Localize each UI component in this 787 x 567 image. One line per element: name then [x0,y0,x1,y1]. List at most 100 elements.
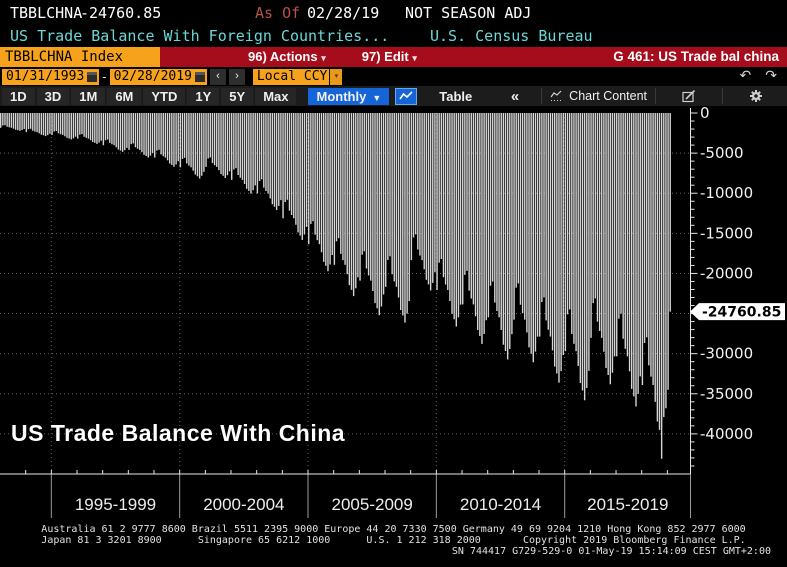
trade-bar [624,113,626,349]
trade-bar [568,113,571,310]
chart-content-button[interactable]: Chart Content [550,89,647,103]
trade-bar [143,113,145,155]
y-axis-label: -5000 [700,144,744,162]
end-date-field[interactable]: 02/28/2019 [109,68,207,85]
calendar-icon[interactable] [194,71,205,82]
trade-bar [59,113,62,135]
trade-bar [295,113,297,225]
calendar-icon[interactable] [87,71,98,82]
period-back-button[interactable]: ‹ [209,68,226,85]
trade-bar [470,113,472,299]
currency-select[interactable]: Local CCY [252,68,330,85]
trade-bar [436,113,438,291]
trade-bar [496,113,498,312]
trade-bar [590,113,592,338]
trade-bar [288,113,291,211]
trade-bar [419,113,421,256]
security-field[interactable]: TBBLCHNA Index [0,47,160,67]
range-button-ytd[interactable]: YTD [143,87,186,105]
trade-bar [468,113,470,291]
trade-bar [517,113,520,284]
trade-bar [464,113,466,275]
trade-bar [62,113,64,135]
period-forward-button[interactable]: › [228,68,245,85]
trade-bar [186,113,188,164]
trade-bar [355,113,357,289]
trade-bar [340,113,342,254]
chart-title: US Trade Balance With China [11,420,346,446]
range-button-max[interactable]: Max [255,87,297,105]
trade-bar [179,113,182,168]
actions-menu-button[interactable]: 96) Actions ▾ [248,49,326,64]
trade-bar [248,113,250,191]
toolbar-separator [541,88,543,104]
trade-bar [55,113,58,132]
trade-bar [380,113,383,307]
trade-bar [175,113,177,165]
range-button-3d[interactable]: 3D [36,87,70,105]
trade-bar [224,113,226,178]
range-button-1y[interactable]: 1Y [187,87,220,105]
trade-bar [528,113,530,348]
range-button-5y[interactable]: 5Y [221,87,254,105]
trade-bar [406,113,408,314]
toolbar-separator [722,88,723,104]
annotate-edit-icon[interactable] [664,89,714,103]
trade-bar [643,113,646,343]
trade-bar [564,113,567,352]
trade-bar [297,113,299,233]
trade-bar [168,113,171,164]
trade-bar [504,113,507,352]
trade-bar [331,113,333,255]
edit-menu-button[interactable]: 97) Edit ▾ [361,49,417,64]
quote-header: TBBLCHNA -24760.85 As Of 02/28/19 NOT SE… [0,4,787,24]
range-button-6m[interactable]: 6M [107,87,142,105]
trade-bar [171,113,173,165]
trade-bar [374,113,376,304]
last-value: -24760.85 [80,4,162,22]
trade-bar [389,113,391,257]
trade-bar [49,113,51,134]
command-bar: TBBLCHNA Index 96) Actions ▾ 97) Edit ▾ … [0,47,787,67]
trade-bar [205,113,207,167]
trade-bar [650,113,652,377]
trade-bar [577,113,579,366]
mini-chart-icon [550,90,562,101]
trade-bar [637,113,639,394]
trade-bar [136,113,139,149]
start-date-field[interactable]: 01/31/1993 [2,68,100,85]
trade-bar [72,113,75,139]
line-chart-icon[interactable] [395,87,418,105]
trade-bar [459,113,462,305]
trade-bar [305,113,308,227]
trade-bar [284,113,286,202]
trade-bar [357,113,359,278]
frequency-select[interactable]: Monthly ▼ [308,87,390,105]
trade-bar [609,113,612,385]
trade-bar [275,113,278,211]
trade-bar [250,113,252,194]
trade-bar [25,113,28,133]
redo-icon[interactable]: ↷ [765,68,777,84]
table-button[interactable]: Table [439,88,473,104]
trade-bar [34,113,36,132]
settings-gear-icon[interactable] [731,89,781,103]
trade-bar [453,113,455,320]
trade-bar [560,113,562,372]
range-button-1d[interactable]: 1D [2,87,35,105]
trade-bar [158,113,160,150]
trade-bar [77,113,79,139]
range-button-1m[interactable]: 1M [71,87,106,105]
trade-bar [327,113,329,272]
collapse-panel-button[interactable]: « [510,87,520,105]
trade-bar [639,113,641,377]
trade-bar [397,113,400,298]
trade-bar [51,113,53,135]
trade-bar [228,113,231,172]
trade-bar [121,113,124,152]
trade-bar [2,113,4,126]
trade-bar [417,113,419,250]
trade-bar [607,113,609,375]
currency-dropdown-icon[interactable]: ▾ [330,68,343,85]
undo-icon[interactable]: ↶ [739,68,752,84]
